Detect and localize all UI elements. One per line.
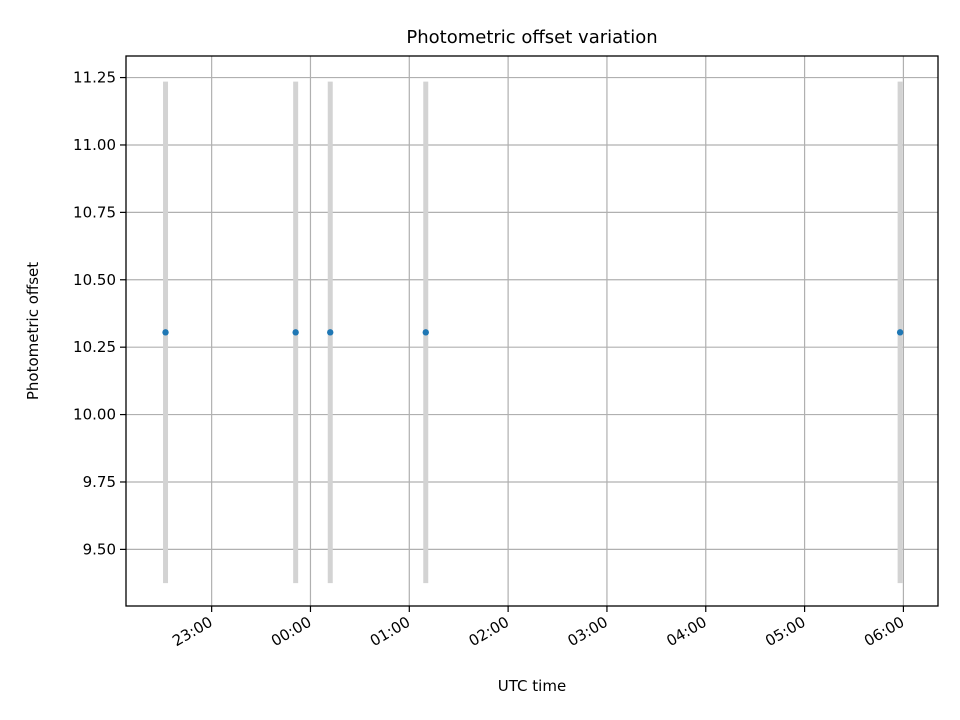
- data-point: [162, 329, 169, 336]
- y-tick-label: 10.25: [73, 338, 116, 356]
- data-point: [327, 329, 334, 336]
- data-point: [422, 329, 429, 336]
- y-tick-label: 9.75: [83, 473, 116, 491]
- y-tick-label: 11.25: [73, 69, 116, 87]
- chart-title: Photometric offset variation: [406, 27, 657, 48]
- data-point: [292, 329, 299, 336]
- y-tick-label: 10.50: [73, 271, 116, 289]
- y-tick-label: 9.50: [83, 540, 116, 558]
- y-axis-ticks: 9.50 9.75 10.00 10.25 10.50 10.75 11.00 11.25: [73, 69, 126, 558]
- y-axis-label: Photometric offset: [24, 262, 42, 400]
- x-axis-label: UTC time: [498, 677, 566, 695]
- y-tick-label: 10.75: [73, 203, 116, 221]
- y-tick-label: 10.00: [73, 406, 116, 424]
- axes-frame: [125, 55, 939, 607]
- y-tick-label: 11.00: [73, 136, 116, 154]
- data-point: [896, 329, 904, 336]
- grid: [126, 56, 938, 606]
- data-markers: [162, 329, 904, 336]
